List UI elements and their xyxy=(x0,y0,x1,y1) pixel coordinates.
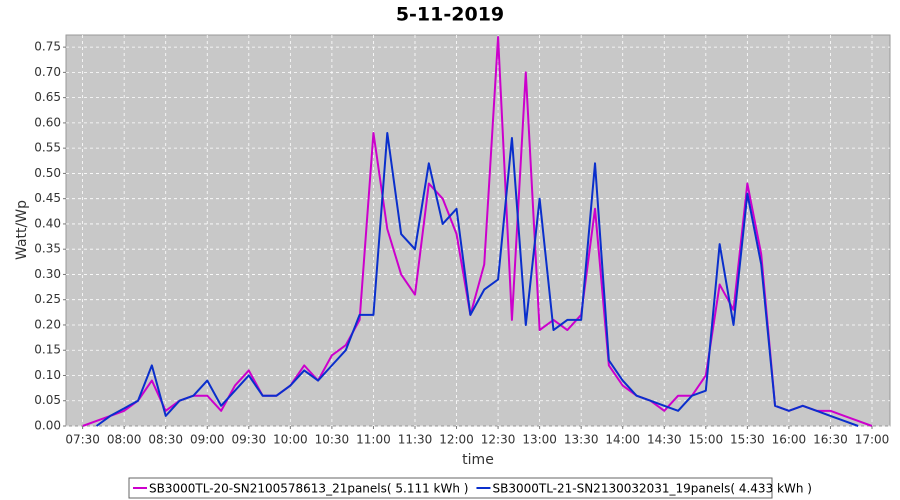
y-tick-label: 0.70 xyxy=(34,65,61,79)
legend-label: SB3000TL-21-SN2130032031_19panels( 4.433… xyxy=(492,482,811,496)
y-tick-label: 0.75 xyxy=(34,40,61,54)
series-line xyxy=(82,36,873,427)
x-tick-label: 14:30 xyxy=(647,433,682,447)
series-line xyxy=(95,132,859,427)
x-tick-label: 16:30 xyxy=(813,433,848,447)
x-tick-label: 12:30 xyxy=(481,433,516,447)
x-tick-label: 11:00 xyxy=(356,433,391,447)
lines xyxy=(82,36,873,427)
x-tick-label: 17:00 xyxy=(855,433,890,447)
y-tick-label: 0.05 xyxy=(34,393,61,407)
x-tick-label: 13:00 xyxy=(522,433,557,447)
y-tick-label: 0.50 xyxy=(34,166,61,180)
x-tick-label: 11:30 xyxy=(398,433,433,447)
y-tick-label: 0.00 xyxy=(34,419,61,433)
y-axis-label: Watt/Wp xyxy=(14,200,30,260)
y-tick-label: 0.10 xyxy=(34,368,61,382)
x-tick-label: 12:00 xyxy=(439,433,474,447)
x-tick-label: 10:00 xyxy=(273,433,308,447)
chart-title: 5-11-2019 xyxy=(396,4,504,26)
x-tick-label: 10:30 xyxy=(315,433,350,447)
x-tick-label: 15:00 xyxy=(689,433,724,447)
y-tick-label: 0.65 xyxy=(34,90,61,104)
x-tick-label: 14:00 xyxy=(605,433,640,447)
y-tick-label: 0.30 xyxy=(34,267,61,281)
x-tick-label: 09:30 xyxy=(232,433,267,447)
x-tick-label: 15:30 xyxy=(730,433,765,447)
legend-label: SB3000TL-20-SN2100578613_21panels( 5.111… xyxy=(149,482,468,496)
grid xyxy=(66,35,890,427)
x-tick-label: 08:30 xyxy=(148,433,183,447)
y-tick-label: 0.20 xyxy=(34,317,61,331)
x-tick-label: 13:30 xyxy=(564,433,599,447)
x-tick-label: 07:30 xyxy=(65,433,100,447)
y-tick-label: 0.60 xyxy=(34,115,61,129)
y-tick-label: 0.45 xyxy=(34,191,61,205)
x-tick-label: 16:00 xyxy=(772,433,807,447)
x-tick-label: 09:00 xyxy=(190,433,225,447)
x-axis-label: time xyxy=(462,452,494,468)
x-tick-label: 08:00 xyxy=(107,433,142,447)
plot-area xyxy=(65,34,891,427)
y-tick-label: 0.40 xyxy=(34,216,61,230)
y-tick-label: 0.15 xyxy=(34,343,61,357)
y-tick-label: 0.35 xyxy=(34,242,61,256)
legend xyxy=(128,477,773,499)
y-tick-label: 0.55 xyxy=(34,141,61,155)
y-tick-label: 0.25 xyxy=(34,292,61,306)
